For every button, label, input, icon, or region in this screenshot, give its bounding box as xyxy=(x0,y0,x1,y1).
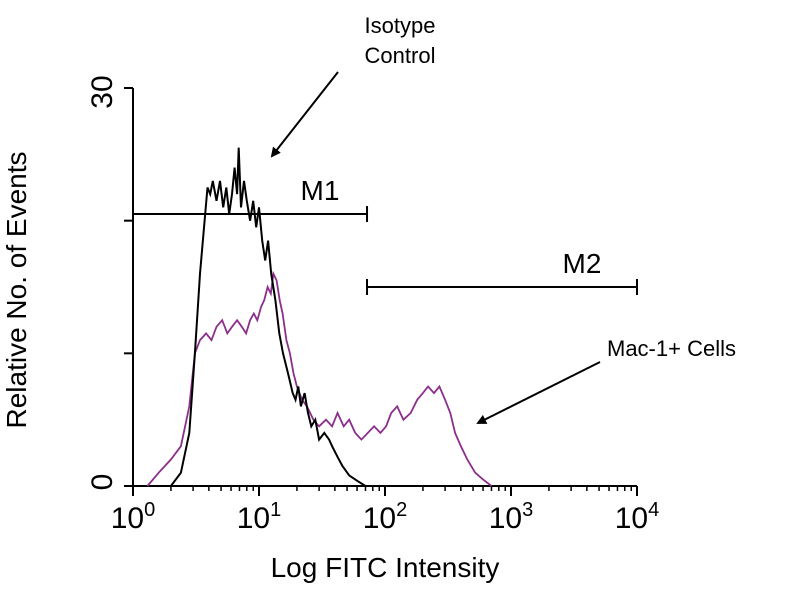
marker-layer: M1 M2 xyxy=(133,175,638,295)
x-axis-title: Log FITC Intensity xyxy=(271,552,500,583)
marker-label: M1 xyxy=(301,175,340,206)
x-tick-label: 104 xyxy=(615,499,660,535)
mac1-arrow xyxy=(476,361,601,424)
x-tick-label: 102 xyxy=(363,499,408,535)
plot-area: 100 101 102 103 104 0 30 M1 M2 xyxy=(86,75,659,535)
y-axis-title: Relative No. of Events xyxy=(1,151,32,428)
x-tick-label: 103 xyxy=(489,499,534,535)
y-tick-label: 0 xyxy=(86,474,119,491)
marker-m1: M1 xyxy=(133,175,369,223)
mac1-annotation-label: Mac-1+ Cells xyxy=(607,336,736,361)
marker-m2: M2 xyxy=(366,248,638,295)
isotype-annotation-line-1: Isotype xyxy=(365,13,436,38)
isotype-arrow xyxy=(270,71,339,158)
marker-label: M2 xyxy=(563,248,602,279)
isotype-control-series xyxy=(170,147,367,487)
x-tick-label: 101 xyxy=(237,499,282,535)
mac1-cells-series xyxy=(146,270,493,487)
isotype-annotation-line-2: Control xyxy=(365,43,436,68)
mac1-cells-annotation: Mac-1+ Cells xyxy=(476,336,736,424)
y-tick-label: 30 xyxy=(86,75,119,108)
x-tick-label: 100 xyxy=(111,499,156,535)
x-axis-ticks: 100 101 102 103 104 xyxy=(111,486,660,535)
y-axis-ticks: 0 30 xyxy=(86,75,133,490)
series-layer xyxy=(146,147,493,487)
isotype-control-annotation: Isotype Control xyxy=(270,13,436,158)
